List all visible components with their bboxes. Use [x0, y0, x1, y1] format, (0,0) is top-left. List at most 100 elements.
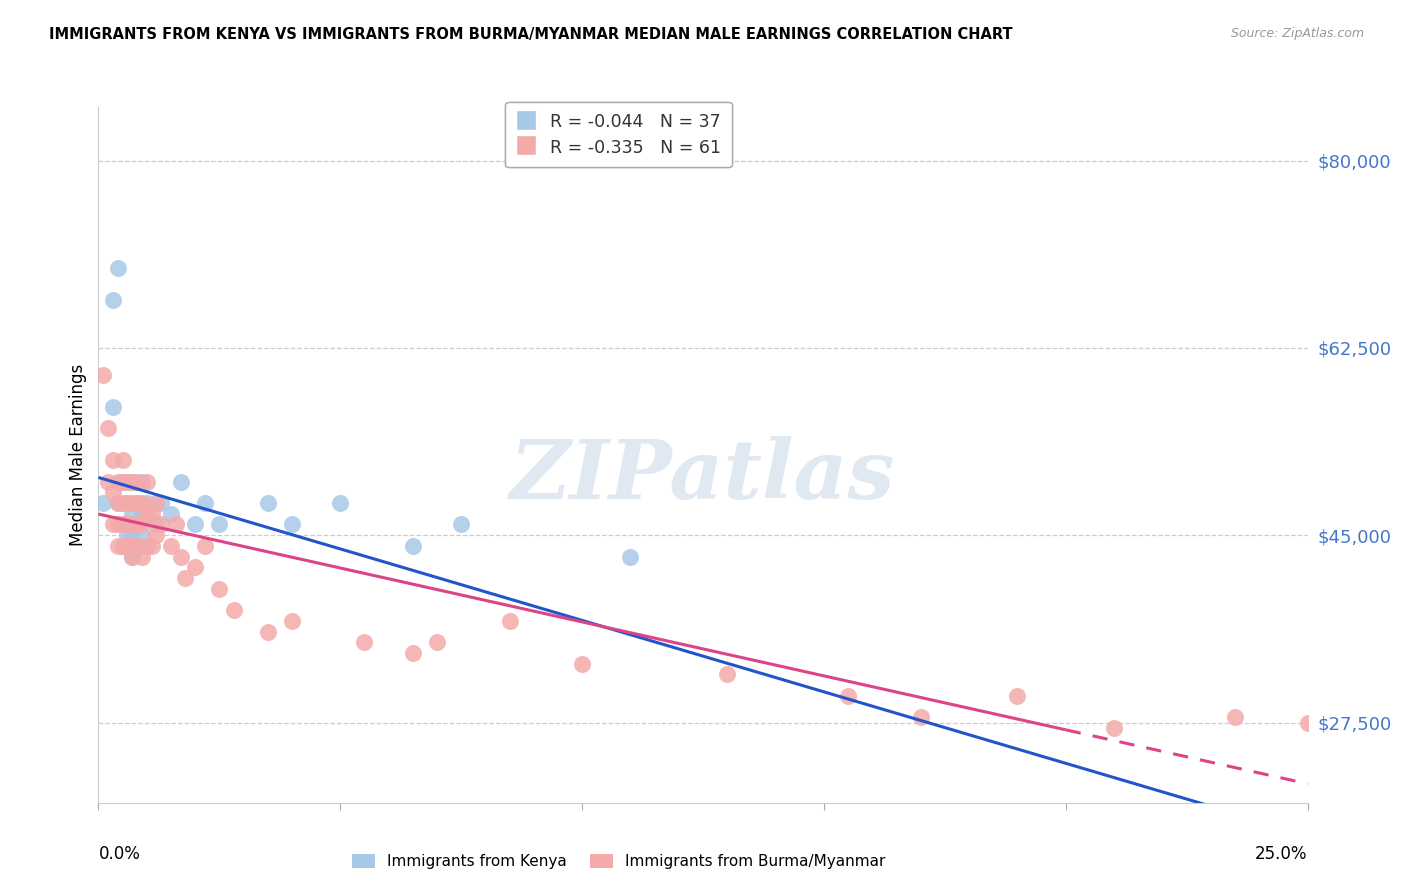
Point [402, 539, 425, 553]
Point [281, 614, 304, 628]
Point [127, 475, 149, 489]
Point [127, 517, 149, 532]
Point [127, 539, 149, 553]
Point [208, 582, 231, 596]
Point [107, 517, 129, 532]
Point [127, 496, 149, 510]
Point [1102, 721, 1125, 735]
Point [111, 475, 134, 489]
Point [121, 496, 143, 510]
Point [145, 496, 167, 510]
Point [111, 517, 134, 532]
Point [184, 517, 207, 532]
Point [169, 549, 191, 564]
Text: ZIPatlas: ZIPatlas [510, 436, 896, 516]
Point [111, 539, 134, 553]
Point [426, 635, 449, 649]
Point [111, 539, 134, 553]
Point [117, 475, 139, 489]
Legend: R = -0.044   N = 37, R = -0.335   N = 61: R = -0.044 N = 37, R = -0.335 N = 61 [505, 102, 731, 167]
Point [256, 496, 278, 510]
Point [184, 560, 207, 574]
Point [127, 496, 149, 510]
Point [117, 517, 139, 532]
Point [131, 517, 153, 532]
Point [160, 539, 183, 553]
Legend: Immigrants from Kenya, Immigrants from Burma/Myanmar: Immigrants from Kenya, Immigrants from B… [346, 848, 891, 875]
Point [150, 517, 173, 532]
Point [121, 475, 143, 489]
Point [97, 475, 120, 489]
Point [121, 517, 143, 532]
Point [145, 528, 167, 542]
Point [135, 539, 157, 553]
Point [91, 496, 114, 510]
Point [111, 496, 134, 510]
Point [121, 528, 143, 542]
Point [117, 496, 139, 510]
Point [174, 571, 197, 585]
Point [101, 400, 124, 414]
Point [281, 517, 304, 532]
Point [121, 539, 143, 553]
Point [101, 485, 124, 500]
Point [117, 475, 139, 489]
Point [194, 539, 217, 553]
Point [571, 657, 593, 671]
Text: IMMIGRANTS FROM KENYA VS IMMIGRANTS FROM BURMA/MYANMAR MEDIAN MALE EARNINGS CORR: IMMIGRANTS FROM KENYA VS IMMIGRANTS FROM… [49, 27, 1012, 42]
Point [121, 507, 143, 521]
Point [194, 496, 217, 510]
Point [111, 475, 134, 489]
Point [145, 517, 167, 532]
Point [141, 539, 163, 553]
Point [135, 475, 157, 489]
Point [450, 517, 472, 532]
Point [353, 635, 375, 649]
Point [402, 646, 425, 660]
Point [111, 517, 134, 532]
Point [1296, 715, 1319, 730]
Point [910, 710, 932, 724]
Point [107, 539, 129, 553]
Point [97, 421, 120, 435]
Point [208, 517, 231, 532]
Point [1007, 689, 1029, 703]
Point [101, 453, 124, 467]
Point [329, 496, 352, 510]
Point [107, 496, 129, 510]
Y-axis label: Median Male Earnings: Median Male Earnings [69, 364, 87, 546]
Text: 25.0%: 25.0% [1256, 845, 1308, 863]
Point [131, 507, 153, 521]
Point [934, 806, 956, 821]
Text: 0.0%: 0.0% [98, 845, 141, 863]
Point [127, 517, 149, 532]
Point [150, 496, 173, 510]
Point [101, 293, 124, 307]
Point [135, 496, 157, 510]
Point [716, 667, 738, 681]
Point [121, 549, 143, 564]
Point [222, 603, 245, 617]
Point [131, 496, 153, 510]
Point [135, 539, 157, 553]
Point [107, 260, 129, 275]
Point [837, 689, 859, 703]
Point [127, 539, 149, 553]
Point [117, 496, 139, 510]
Point [1223, 710, 1246, 724]
Point [619, 549, 641, 564]
Point [117, 528, 139, 542]
Point [121, 549, 143, 564]
Point [101, 517, 124, 532]
Point [111, 453, 134, 467]
Point [91, 368, 114, 382]
Point [135, 507, 157, 521]
Point [165, 517, 187, 532]
Point [160, 507, 183, 521]
Point [169, 475, 191, 489]
Point [121, 475, 143, 489]
Text: Source: ZipAtlas.com: Source: ZipAtlas.com [1230, 27, 1364, 40]
Point [498, 614, 520, 628]
Point [117, 539, 139, 553]
Point [107, 475, 129, 489]
